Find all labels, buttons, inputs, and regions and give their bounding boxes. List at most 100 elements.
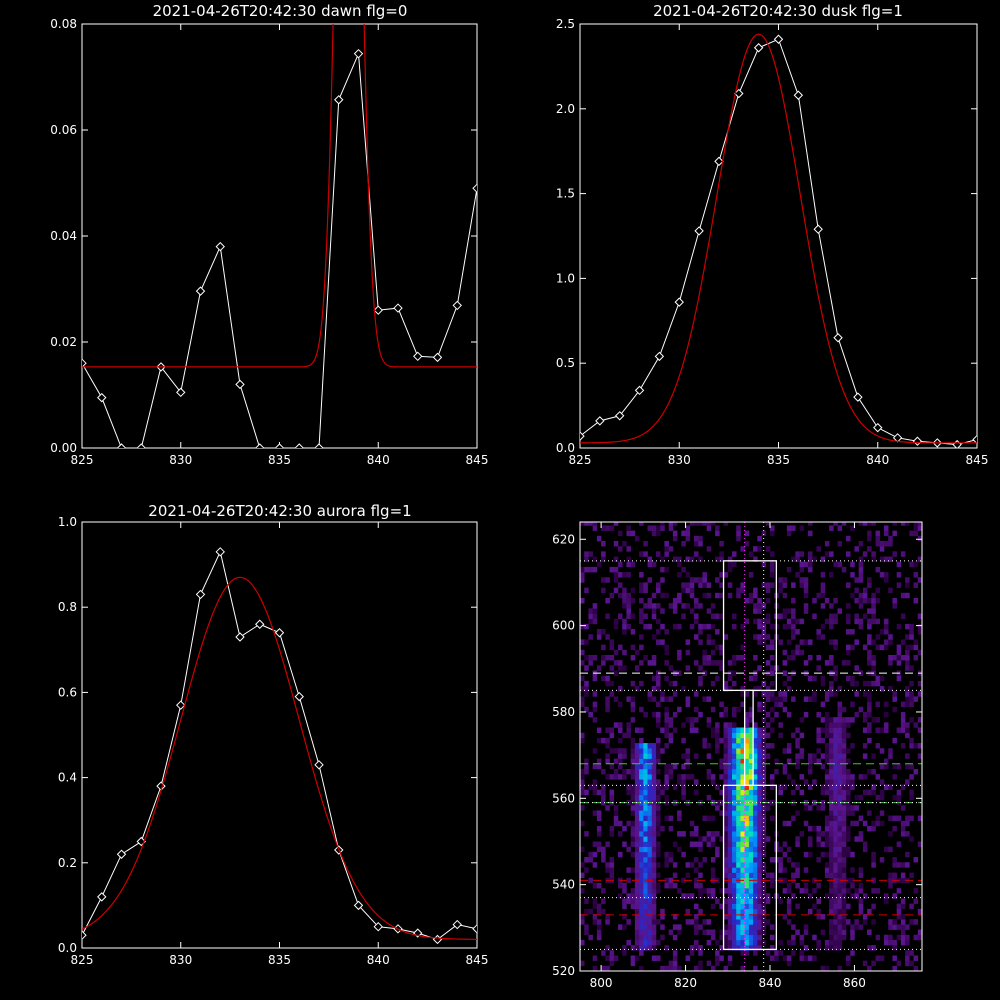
heatmap-cell [744,857,750,863]
heatmap-cell [643,945,648,951]
heatmap-cell [664,743,669,749]
heatmap-cell [850,929,855,936]
heatmap-cell [909,743,914,749]
heatmap-cell [634,753,640,759]
heatmap-cell [584,691,589,697]
heatmap-cell [829,924,834,930]
heatmap-cell [753,862,758,868]
heatmap-cell [727,851,733,858]
heatmap-cell [862,551,868,557]
heatmap-cell [816,939,821,946]
heatmap-cell [753,851,758,858]
heatmap-cell [837,561,843,568]
heatmap-cell [592,706,598,713]
heatmap-cell [791,649,796,656]
heatmap-cell [900,924,906,930]
heatmap-cell [727,882,733,889]
heatmap-cell [647,862,653,868]
heatmap-cell [884,711,889,718]
heatmap-cell [795,903,800,910]
heatmap-cell [672,522,678,526]
heatmap-cell [643,919,648,925]
heatmap-cell [727,810,733,816]
heatmap-cell [643,924,648,930]
heatmap-cell [643,784,648,790]
heatmap-cell [634,686,640,692]
heatmap-cell [799,774,805,780]
heatmap-cell [795,763,800,770]
heatmap-cell [672,862,678,868]
heatmap-cell [647,743,653,749]
heatmap-cell [774,950,779,956]
heatmap-cell [879,789,885,796]
heatmap-cell [630,825,636,832]
heatmap-cell [580,732,585,739]
heatmap-cell [841,522,847,526]
heatmap-cell [706,836,712,842]
heatmap-cell [837,608,843,614]
heatmap-cell [732,789,737,796]
heatmap-cell [829,551,834,557]
heatmap-cell [613,623,619,630]
heatmap-cell [668,732,674,739]
heatmap-cell [770,727,775,733]
heatmap-cell [770,639,775,645]
heatmap-cell [871,717,876,723]
heatmap-cell [841,924,847,930]
heatmap-cell [753,768,758,775]
heatmap-cell [871,551,876,557]
heatmap-cell [634,665,640,671]
heatmap-cell [879,556,885,563]
heatmap-cell [668,877,674,884]
data-point [432,934,443,945]
heatmap-cell [736,898,741,904]
heatmap-cell [791,525,796,531]
heatmap-cell [723,898,729,904]
x-tick-label: 825 [71,453,94,467]
heatmap-cell [799,525,805,531]
heatmap-cell [888,587,893,594]
heatmap-cell [753,805,758,811]
heatmap-cell [634,893,640,899]
heatmap-cell [723,841,729,847]
heatmap-cell [867,660,872,666]
heatmap-cell [757,763,762,770]
heatmap-cell [656,753,661,759]
heatmap-cell [715,898,720,904]
heatmap-cell [647,914,653,920]
heatmap-cell [715,722,720,728]
heatmap-cell [664,857,669,863]
data-point [176,387,186,398]
heatmap-cell [710,623,716,630]
heatmap-cell [841,753,847,759]
heatmap-cell [672,955,678,961]
heatmap-cell [689,950,695,956]
heatmap-cell [829,774,834,780]
heatmap-cell [727,825,733,832]
heatmap-cell [626,846,631,853]
heatmap-cell [580,872,585,879]
heatmap-cell [736,862,741,868]
heatmap-cell [744,763,750,770]
heatmap-cell [837,748,843,754]
heatmap-cell [892,522,897,526]
heatmap-cell [677,810,682,816]
heatmap-cell [622,541,627,547]
heatmap-cell [782,768,788,775]
heatmap-cell [605,743,610,749]
heatmap-cell [744,914,750,920]
heatmap-cell [837,779,843,785]
heatmap-cell [723,805,729,811]
heatmap-cell [723,851,729,858]
heatmap-cell [757,743,762,749]
heatmap-cell [664,945,669,951]
heatmap-cell [651,608,657,614]
heatmap-cell [833,825,838,832]
heatmap-cell [694,753,699,759]
heatmap-cell [748,597,754,604]
heatmap-cell [824,939,830,946]
heatmap-cell [698,711,703,718]
heatmap-cell [761,629,767,635]
heatmap-cell [875,566,881,573]
heatmap-cell [588,857,593,863]
